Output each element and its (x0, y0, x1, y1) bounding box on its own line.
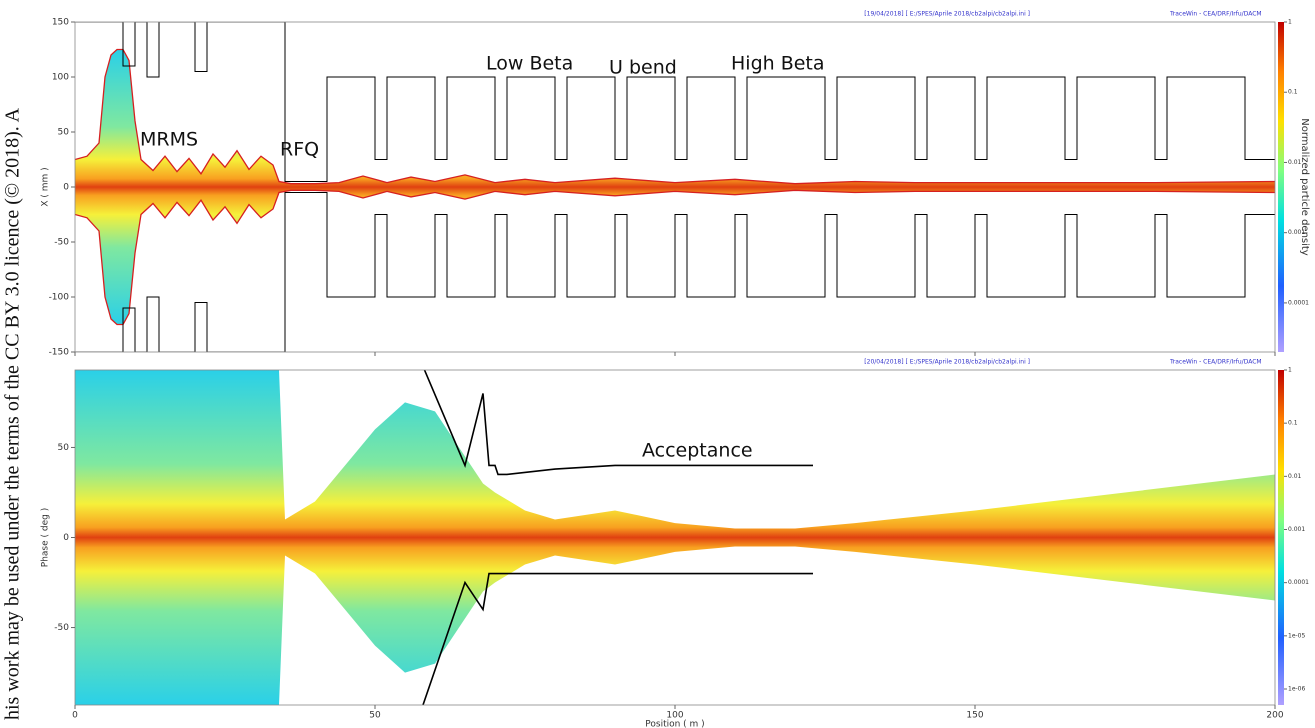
density-band (75, 370, 1275, 705)
colorbar-tick-label: 0.01 (1288, 159, 1302, 166)
colorbar (1278, 370, 1284, 705)
y-tick-label: -50 (54, 238, 69, 248)
annotation: MRMS (140, 129, 198, 151)
annotation: Acceptance (642, 440, 753, 462)
colorbar-tick-label: 0.001 (1288, 229, 1305, 236)
y-tick-label: 150 (52, 18, 69, 28)
y-tick-label: 50 (58, 128, 70, 138)
credit: TraceWin - CEA/DRF/Irfu/DACM (1169, 359, 1262, 366)
x-axis-label: Position ( m ) (645, 720, 704, 728)
x-tick-label: 150 (966, 711, 983, 721)
envelope-upper (75, 48, 1275, 185)
annotation: U bend (609, 57, 677, 79)
y-axis-label: X ( mm ) (41, 167, 51, 206)
acceptance-line (422, 572, 813, 705)
annotation: RFQ (280, 139, 319, 161)
colorbar-tick-label: 1 (1288, 19, 1292, 26)
x-tick-label: 0 (72, 711, 78, 721)
y-tick-label: 50 (58, 443, 70, 453)
colorbar-tick-label: 1e-06 (1288, 685, 1305, 692)
y-axis-label: Phase ( deg ) (41, 508, 51, 567)
annotation: High Beta (731, 53, 825, 75)
colorbar-tick-label: 0.01 (1288, 473, 1302, 480)
x-tick-label: 50 (369, 711, 381, 721)
x-tick-label: 100 (666, 711, 683, 721)
y-tick-label: -150 (49, 348, 70, 358)
colorbar-tick-label: 0.1 (1288, 420, 1298, 427)
colorbar-tick-label: 0.001 (1288, 526, 1305, 533)
colorbar-tick-label: 0.0001 (1288, 299, 1309, 306)
colorbar-tick-label: 0.1 (1288, 89, 1298, 96)
aperture (75, 22, 1275, 182)
header: [19/04/2018] [ E:/SPES/Aprile 2018/cb2al… (864, 11, 1030, 18)
colorbar-label: Normalized particle density (1299, 118, 1310, 256)
credit: TraceWin - CEA/DRF/Irfu/DACM (1169, 11, 1262, 18)
acceptance-line (423, 370, 813, 476)
header: [20/04/2018] [ E:/SPES/Aprile 2018/cb2al… (864, 359, 1030, 366)
y-tick-label: 0 (63, 533, 69, 543)
colorbar-tick-label: 1e-05 (1288, 632, 1305, 639)
colorbar (1278, 22, 1284, 352)
y-tick-label: 0 (63, 183, 69, 193)
colorbar-tick-label: 0.0001 (1288, 579, 1309, 586)
y-tick-label: -50 (54, 623, 69, 633)
density-band (75, 49, 1275, 325)
y-tick-label: 100 (52, 73, 69, 83)
x-tick-label: 200 (1266, 711, 1283, 721)
y-tick-label: -100 (49, 293, 70, 303)
envelope-lower (75, 189, 1275, 326)
colorbar-tick-label: 1 (1288, 367, 1292, 374)
annotation: Low Beta (486, 53, 573, 75)
aperture (75, 192, 1275, 352)
side-text: his work may be used under the terms of … (2, 107, 24, 720)
